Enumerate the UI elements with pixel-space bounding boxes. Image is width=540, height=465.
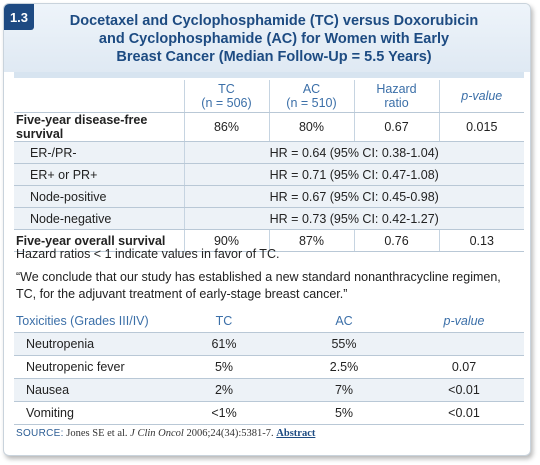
dfs-hr: 0.67 xyxy=(353,112,439,142)
header-tc-n: (n = 506) xyxy=(201,96,252,110)
header-tc-name: TC xyxy=(218,82,235,96)
toxicity-p: <0.01 xyxy=(404,378,524,402)
os-p: 0.13 xyxy=(438,229,524,252)
toxicity-tc: 2% xyxy=(164,378,284,402)
toxicity-header-ac: AC xyxy=(284,310,404,333)
table-row-subgroup: ER+ or PR+ HR = 0.71 (95% CI: 0.47-1.08) xyxy=(14,163,524,186)
header-ac: AC (n = 510) xyxy=(268,80,354,113)
table-row-subgroup: Node-positive HR = 0.67 (95% CI: 0.45-0.… xyxy=(14,185,524,208)
toxicity-p: 0.07 xyxy=(404,355,524,379)
title-line-3: Breast Cancer (Median Follow-Up = 5.5 Ye… xyxy=(116,49,432,65)
toxicity-table-header: Toxicities (Grades III/IV) TC AC p-value xyxy=(14,310,524,333)
header-ac-name: AC xyxy=(302,82,321,96)
toxicity-ac: 55% xyxy=(284,332,404,356)
source-reference: 2006;24(34):5381-7. xyxy=(186,428,274,439)
toxicity-label: Nausea xyxy=(14,378,164,402)
source-citation: SOURCE: Jones SE et al. J Clin Oncol 200… xyxy=(16,428,315,439)
header-hr-line1: Hazard xyxy=(376,82,417,96)
figure-number-badge: 1.3 xyxy=(4,4,34,30)
dfs-p: 0.015 xyxy=(438,112,524,142)
subgroup-hr: HR = 0.73 (95% CI: 0.42-1.27) xyxy=(183,207,524,230)
hazard-ratio-note: Hazard ratios < 1 indicate values in fav… xyxy=(16,247,280,261)
toxicity-p: <0.01 xyxy=(404,401,524,425)
abstract-link[interactable]: Abstract xyxy=(276,428,316,439)
title-band xyxy=(4,4,530,72)
figure-title: Docetaxel and Cyclophosphamide (TC) vers… xyxy=(44,12,504,66)
pane-top-band xyxy=(14,72,524,78)
survival-table: TC (n = 506) AC (n = 510) Hazard ratio p… xyxy=(14,80,524,252)
header-hr-line2: ratio xyxy=(384,96,409,110)
source-journal: J Clin Oncol xyxy=(130,428,184,439)
toxicity-label: Neutropenia xyxy=(14,332,164,356)
subgroup-label: ER+ or PR+ xyxy=(14,163,184,186)
subgroup-hr: HR = 0.67 (95% CI: 0.45-0.98) xyxy=(183,185,524,208)
conclusion-quote: “We conclude that our study has establis… xyxy=(16,270,501,301)
table-row-os: Five-year overall survival 90% 87% 0.76 … xyxy=(14,229,524,252)
toxicity-tc: 5% xyxy=(164,355,284,379)
dfs-label: Five-year disease-free survival xyxy=(14,112,184,142)
table-row-subgroup: Node-negative HR = 0.73 (95% CI: 0.42-1.… xyxy=(14,207,524,230)
header-blank xyxy=(14,80,184,113)
source-authors: Jones SE et al. xyxy=(66,428,128,439)
toxicity-tc: 61% xyxy=(164,332,284,356)
toxicity-tc: <1% xyxy=(164,401,284,425)
os-label: Five-year overall survival xyxy=(14,229,184,252)
toxicity-ac: 5% xyxy=(284,401,404,425)
toxicity-row: Neutropenic fever 5% 2.5% 0.07 xyxy=(14,355,524,379)
table-row-subgroup: ER-/PR- HR = 0.64 (95% CI: 0.38-1.04) xyxy=(14,141,524,164)
toxicity-header-label: Toxicities (Grades III/IV) xyxy=(14,310,164,333)
os-hr: 0.76 xyxy=(353,229,439,252)
subgroup-hr: HR = 0.64 (95% CI: 0.38-1.04) xyxy=(183,141,524,164)
os-tc: 90% xyxy=(183,229,269,252)
figure-card: 1.3 Docetaxel and Cyclophosphamide (TC) … xyxy=(3,3,531,456)
title-line-2: and Cyclophosphamide (AC) for Women with… xyxy=(98,31,450,47)
subgroup-label: Node-positive xyxy=(14,185,184,208)
dfs-ac: 80% xyxy=(268,112,354,142)
dfs-tc: 86% xyxy=(183,112,269,142)
os-ac: 87% xyxy=(268,229,354,252)
content-pane: TC (n = 506) AC (n = 510) Hazard ratio p… xyxy=(14,72,524,425)
survival-table-header: TC (n = 506) AC (n = 510) Hazard ratio p… xyxy=(14,80,524,113)
toxicity-table: Toxicities (Grades III/IV) TC AC p-value… xyxy=(14,310,524,425)
toxicity-header-tc: TC xyxy=(164,310,284,333)
toxicity-row: Neutropenia 61% 55% xyxy=(14,332,524,356)
source-tag: SOURCE: xyxy=(16,428,64,439)
header-tc: TC (n = 506) xyxy=(183,80,269,113)
toxicity-ac: 7% xyxy=(284,378,404,402)
subgroup-label: Node-negative xyxy=(14,207,184,230)
header-p-label: p-value xyxy=(461,89,503,103)
toxicity-label: Neutropenic fever xyxy=(14,355,164,379)
table-row-dfs: Five-year disease-free survival 86% 80% … xyxy=(14,112,524,142)
subgroup-hr: HR = 0.71 (95% CI: 0.47-1.08) xyxy=(183,163,524,186)
header-p-value: p-value xyxy=(438,80,524,113)
toxicity-header-p: p-value xyxy=(404,310,524,333)
subgroup-label: ER-/PR- xyxy=(14,141,184,164)
toxicity-ac: 2.5% xyxy=(284,355,404,379)
toxicity-label: Vomiting xyxy=(14,401,164,425)
toxicity-p xyxy=(404,332,524,356)
header-hazard-ratio: Hazard ratio xyxy=(353,80,439,113)
toxicity-row: Vomiting <1% 5% <0.01 xyxy=(14,401,524,425)
toxicity-row: Nausea 2% 7% <0.01 xyxy=(14,378,524,402)
title-line-1: Docetaxel and Cyclophosphamide (TC) vers… xyxy=(69,13,479,29)
header-ac-n: (n = 510) xyxy=(286,96,337,110)
